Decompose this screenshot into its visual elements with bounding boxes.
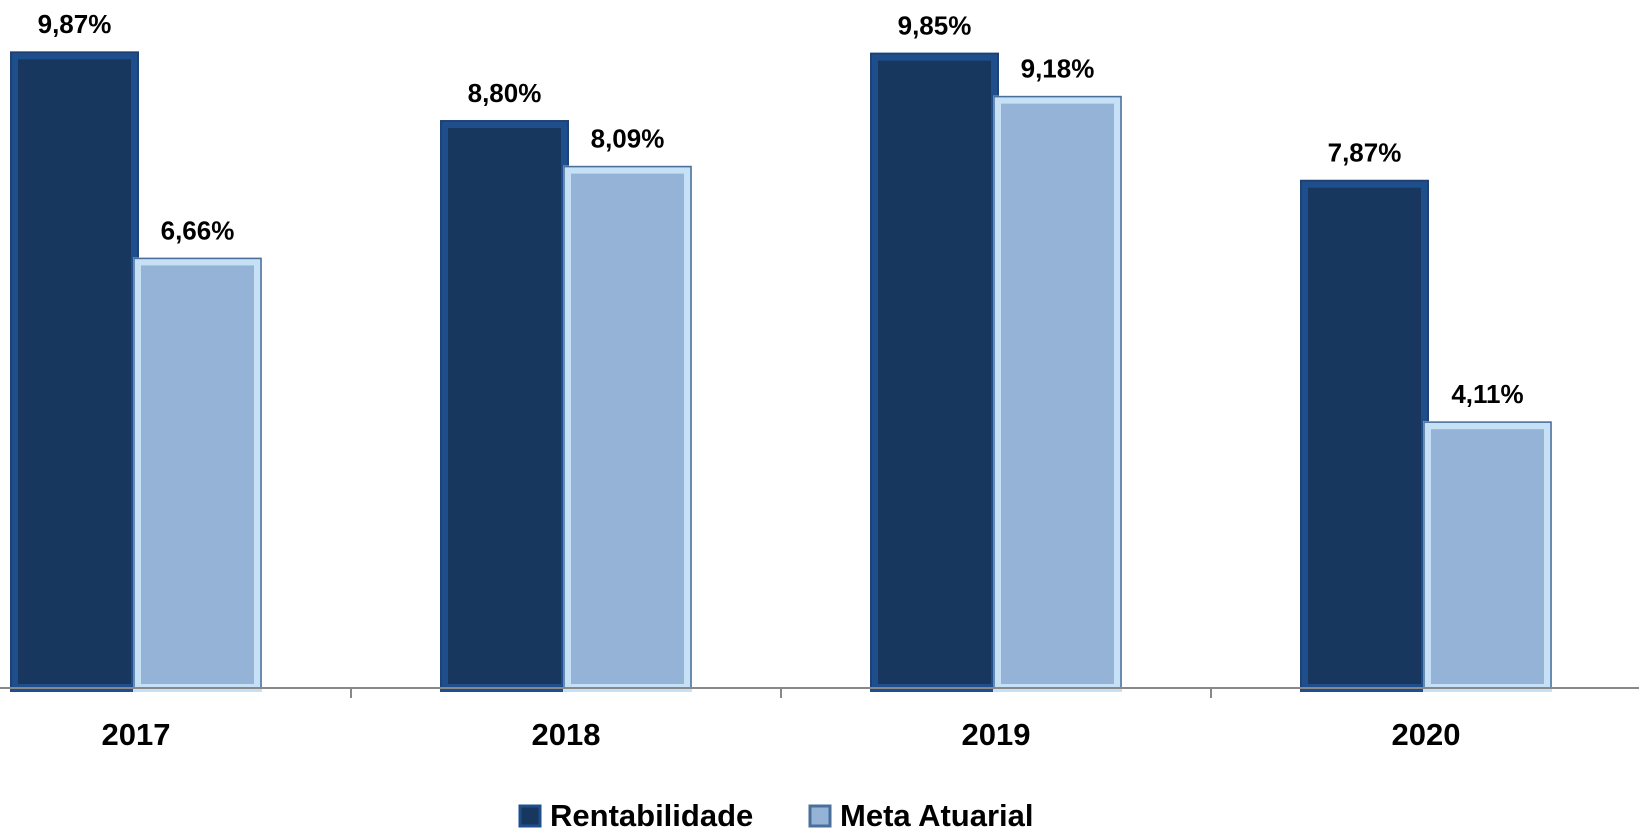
x-tick-label: 2019: [962, 717, 1031, 752]
x-tick-label: 2020: [1392, 717, 1461, 752]
legend-swatch: [518, 804, 542, 828]
x-tick-label: 2017: [102, 717, 171, 752]
legend-swatch: [808, 804, 832, 828]
legend-label: Meta Atuarial: [840, 798, 1034, 833]
value-label: 9,87%: [38, 9, 112, 39]
x-tick-label: 2018: [532, 717, 601, 752]
bar: [133, 257, 262, 692]
legend-label: Rentabilidade: [550, 798, 753, 833]
value-label: 7,87%: [1328, 138, 1402, 168]
value-label: 4,11%: [1451, 379, 1523, 409]
bar: [1423, 421, 1552, 692]
value-label: 9,18%: [1021, 54, 1095, 84]
bar: [870, 52, 999, 692]
value-label: 6,66%: [161, 215, 235, 245]
value-label: 8,09%: [591, 123, 665, 153]
bar: [563, 165, 692, 692]
value-label: 8,80%: [468, 78, 542, 108]
bar: [10, 51, 139, 692]
bar: [993, 95, 1122, 693]
bar: [440, 120, 569, 693]
value-label: 9,85%: [898, 11, 972, 41]
bar: [1300, 179, 1429, 692]
